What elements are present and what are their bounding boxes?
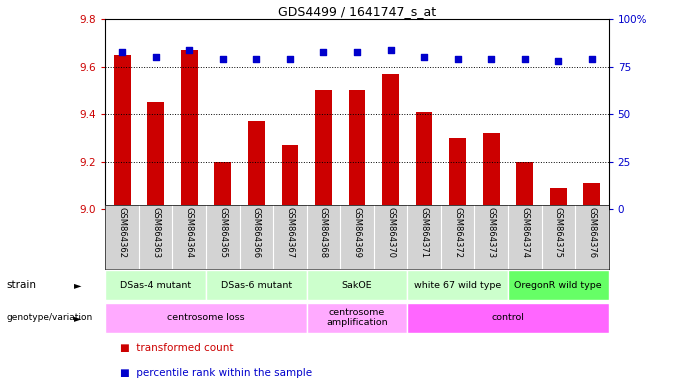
- Bar: [407, 270, 508, 300]
- Text: GSM864374: GSM864374: [520, 207, 529, 258]
- Bar: [583, 183, 600, 209]
- Point: [251, 56, 262, 62]
- Text: GSM864365: GSM864365: [218, 207, 227, 258]
- Text: DSas-6 mutant: DSas-6 mutant: [221, 281, 292, 290]
- Text: ■  percentile rank within the sample: ■ percentile rank within the sample: [120, 368, 313, 378]
- Text: GSM864364: GSM864364: [185, 207, 194, 258]
- Bar: [248, 121, 265, 209]
- Point: [452, 56, 463, 62]
- Text: ►: ►: [74, 280, 82, 290]
- Point: [284, 56, 295, 62]
- Point: [486, 56, 496, 62]
- Text: GSM864366: GSM864366: [252, 207, 261, 258]
- Text: centrosome
amplification: centrosome amplification: [326, 308, 388, 328]
- Text: GSM864367: GSM864367: [286, 207, 294, 258]
- Text: GSM864371: GSM864371: [420, 207, 428, 258]
- Text: SakOE: SakOE: [341, 281, 373, 290]
- Bar: [315, 91, 332, 209]
- Bar: [105, 303, 307, 333]
- Point: [553, 58, 564, 64]
- Text: ■  transformed count: ■ transformed count: [120, 343, 234, 353]
- Bar: [483, 133, 500, 209]
- Bar: [148, 103, 164, 209]
- Bar: [282, 145, 299, 209]
- Point: [419, 54, 430, 60]
- Point: [586, 56, 597, 62]
- Bar: [550, 188, 566, 209]
- Bar: [105, 270, 206, 300]
- Text: genotype/variation: genotype/variation: [7, 313, 93, 322]
- Text: GSM864376: GSM864376: [588, 207, 596, 258]
- Point: [385, 46, 396, 53]
- Point: [318, 48, 329, 55]
- Bar: [214, 162, 231, 209]
- Bar: [181, 50, 198, 209]
- Text: centrosome loss: centrosome loss: [167, 313, 245, 322]
- Bar: [382, 74, 399, 209]
- Point: [218, 56, 228, 62]
- Text: GSM864370: GSM864370: [386, 207, 395, 258]
- Text: GSM864362: GSM864362: [118, 207, 126, 258]
- Bar: [407, 303, 609, 333]
- Bar: [508, 270, 609, 300]
- Point: [184, 46, 194, 53]
- Text: ►: ►: [74, 313, 82, 323]
- Text: GSM864372: GSM864372: [453, 207, 462, 258]
- Text: DSas-4 mutant: DSas-4 mutant: [120, 281, 191, 290]
- Text: control: control: [492, 313, 524, 322]
- Bar: [114, 55, 131, 209]
- Point: [150, 54, 161, 60]
- Point: [352, 48, 362, 55]
- Point: [520, 56, 530, 62]
- Bar: [415, 112, 432, 209]
- Bar: [307, 303, 407, 333]
- Bar: [516, 162, 533, 209]
- Bar: [307, 270, 407, 300]
- Text: white 67 wild type: white 67 wild type: [414, 281, 501, 290]
- Bar: [449, 138, 466, 209]
- Text: GSM864368: GSM864368: [319, 207, 328, 258]
- Text: OregonR wild type: OregonR wild type: [515, 281, 602, 290]
- Point: [117, 48, 128, 55]
- Bar: [349, 91, 365, 209]
- Text: GSM864373: GSM864373: [487, 207, 496, 258]
- Text: strain: strain: [7, 280, 37, 290]
- Text: GSM864363: GSM864363: [151, 207, 160, 258]
- Bar: [206, 270, 307, 300]
- Text: GSM864369: GSM864369: [352, 207, 362, 258]
- Title: GDS4499 / 1641747_s_at: GDS4499 / 1641747_s_at: [278, 5, 436, 18]
- Text: GSM864375: GSM864375: [554, 207, 563, 258]
